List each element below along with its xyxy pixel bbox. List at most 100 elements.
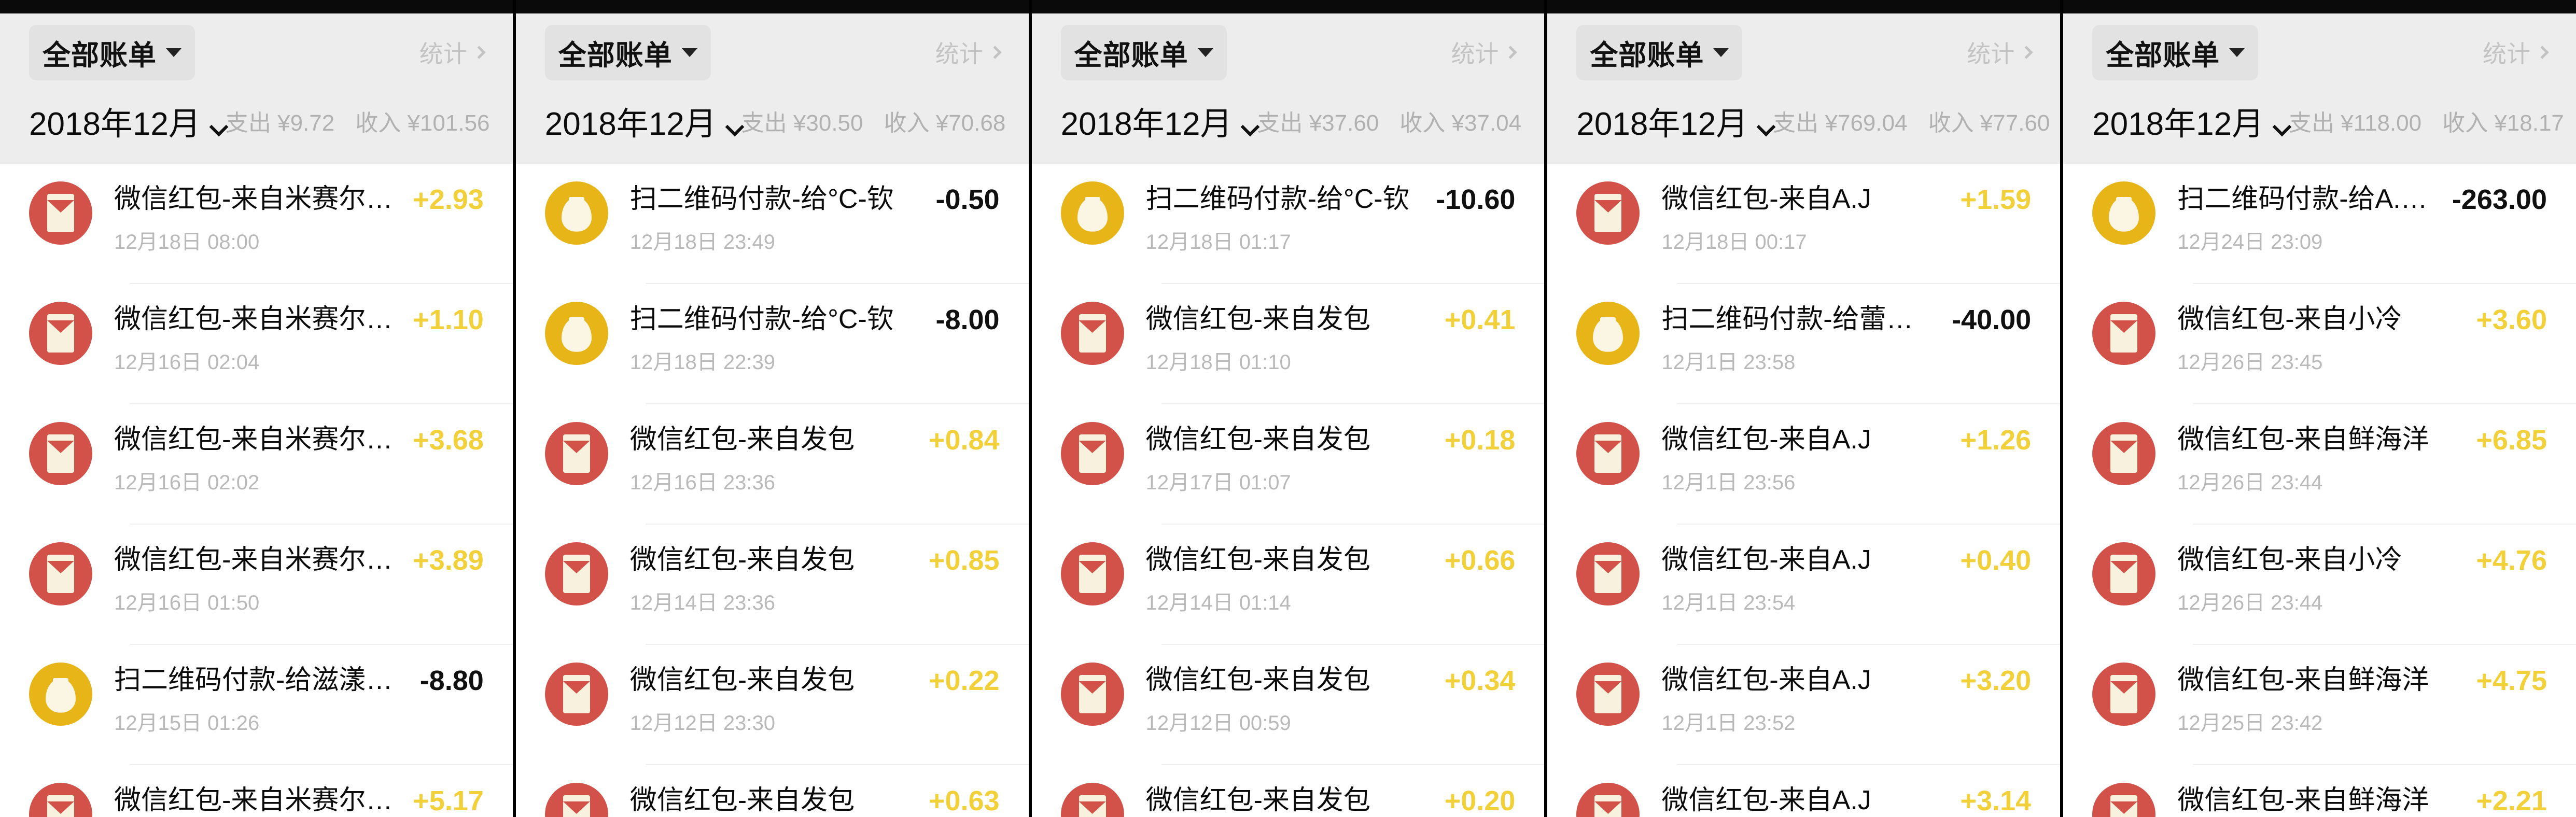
- transaction-amount: +3.60: [2476, 304, 2547, 335]
- header-top-row: 全部账单 统计: [29, 13, 486, 91]
- bill-header: 全部账单 统计 2018年12月 支出 ¥769.04 收入 ¥77.60: [1547, 13, 2061, 164]
- red-envelope-icon: [544, 422, 608, 485]
- month-selector[interactable]: 2018年12月: [1061, 97, 1260, 144]
- transaction-row[interactable]: 微信红包-来自A.J 12月1日 23:56 +1.26: [1547, 404, 2060, 525]
- transaction-list[interactable]: 微信红包-来自米赛尔12-... 12月18日 08:00 +2.93 微信红包…: [0, 164, 513, 817]
- transaction-row[interactable]: 微信红包-来自发包 12月11日 23:28 +0.63: [516, 765, 1029, 817]
- transaction-row[interactable]: 微信红包-来自发包 12月14日 23:36 +0.85: [516, 525, 1029, 645]
- transaction-list[interactable]: 扫二维码付款-给°C-钦 12月18日 23:49 -0.50 扫二维码付款-给…: [515, 164, 1029, 817]
- bill-filter-button[interactable]: 全部账单: [29, 24, 195, 80]
- transaction-row[interactable]: 微信红包-来自A.J 12月1日 23:54 +0.40: [1547, 525, 2060, 645]
- transaction-row[interactable]: 微信红包-来自发包 12月16日 23:36 +0.84: [516, 404, 1029, 525]
- transaction-row[interactable]: 微信红包-来自A.J 12月1日 23:50 +3.14: [1547, 765, 2060, 817]
- transaction-body: 微信红包-来自A.J 12月18日 00:17: [1661, 181, 1944, 255]
- expense-total: 支出 ¥118.00: [2289, 110, 2422, 136]
- month-selector[interactable]: 2018年12月: [1576, 97, 1776, 144]
- red-envelope-icon: [544, 783, 608, 817]
- transaction-body: 微信红包-来自发包 12月16日 23:36: [630, 422, 913, 495]
- statistics-link[interactable]: 统计: [419, 35, 486, 69]
- transaction-title: 微信红包-来自米赛尔12-...: [114, 785, 398, 815]
- transaction-row[interactable]: 微信红包-来自小冷 12月26日 23:45 +3.60: [2063, 284, 2576, 404]
- statistics-link[interactable]: 统计: [935, 35, 1002, 69]
- transaction-date: 12月24日 23:09: [2177, 231, 2323, 253]
- money-bag-icon: [1060, 181, 1124, 245]
- transaction-amount: +0.22: [928, 665, 1000, 696]
- money-bag-icon: [1576, 302, 1640, 365]
- transaction-title: 扫二维码付款-给°C-钦: [1145, 184, 1410, 214]
- transaction-title: 微信红包-来自A.J: [1661, 425, 1871, 455]
- status-bar: [1547, 0, 2061, 13]
- month-selector[interactable]: 2018年12月: [545, 97, 745, 144]
- transaction-title: 扫二维码付款-给A.🙂...: [2177, 184, 2437, 214]
- transaction-row[interactable]: 微信红包-来自米赛尔12-... 12月14日 23:58 +5.17: [0, 765, 513, 817]
- transaction-date: 12月18日 08:00: [114, 231, 260, 253]
- transaction-row[interactable]: 微信红包-来自鲜海洋 12月25日 23:42 +4.75: [2063, 645, 2576, 765]
- transaction-list[interactable]: 扫二维码付款-给A.🙂... 12月24日 23:09 -263.00 微信红包…: [2063, 164, 2576, 817]
- month-selector[interactable]: 2018年12月: [29, 97, 229, 144]
- month-label: 2018年12月: [1576, 106, 1748, 142]
- transaction-row[interactable]: 扫二维码付款-给°C-钦 12月18日 22:39 -8.00: [516, 284, 1029, 404]
- transaction-title: 微信红包-来自鲜海洋: [2177, 425, 2429, 455]
- red-envelope-icon: [2092, 663, 2156, 726]
- red-envelope-icon: [29, 783, 92, 817]
- status-bar: [515, 0, 1029, 13]
- transaction-amount: +0.40: [1960, 545, 2032, 576]
- transaction-amount: +0.63: [928, 785, 1000, 816]
- money-bag-icon: [544, 181, 608, 245]
- transaction-list[interactable]: 微信红包-来自A.J 12月18日 00:17 +1.59 扫二维码付款-给蕾蕾…: [1547, 164, 2061, 817]
- transaction-title: 微信红包-来自发包: [1145, 665, 1370, 695]
- transaction-date: 12月16日 02:04: [114, 351, 260, 374]
- transaction-row[interactable]: 微信红包-来自米赛尔12-... 12月18日 08:00 +2.93: [0, 164, 513, 284]
- transaction-row[interactable]: 微信红包-来自米赛尔12-... 12月16日 01:50 +3.89: [0, 525, 513, 645]
- statistics-link[interactable]: 统计: [1451, 35, 1518, 69]
- transaction-title: 微信红包-来自鲜海洋: [2177, 665, 2429, 695]
- header-top-row: 全部账单 统计: [544, 13, 1002, 91]
- transaction-row[interactable]: 微信红包-来自A.J 12月18日 00:17 +1.59: [1547, 164, 2060, 284]
- transaction-row[interactable]: 微信红包-来自发包 12月14日 01:14 +0.66: [1032, 525, 1545, 645]
- transaction-row[interactable]: 微信红包-来自发包 12月11日 00:20 +0.20: [1032, 765, 1545, 817]
- transaction-amount: -263.00: [2452, 184, 2547, 215]
- transaction-row[interactable]: 微信红包-来自米赛尔12-... 12月16日 02:02 +3.68: [0, 404, 513, 525]
- header-month-row: 2018年12月 支出 ¥30.50 收入 ¥70.68: [545, 91, 1006, 164]
- transaction-row[interactable]: 扫二维码付款-给°C-钦 12月18日 23:49 -0.50: [516, 164, 1029, 284]
- transaction-body: 扫二维码付款-给°C-钦 12月18日 22:39: [630, 302, 920, 375]
- transaction-body: 微信红包-来自鲜海洋 12月26日 23:44: [2177, 422, 2460, 495]
- transaction-body: 微信红包-来自发包 12月11日 23:28: [630, 783, 913, 817]
- month-selector[interactable]: 2018年12月: [2092, 97, 2292, 144]
- red-envelope-icon: [29, 302, 92, 365]
- statistics-link[interactable]: 统计: [2483, 35, 2549, 69]
- transaction-amount: +5.17: [413, 785, 484, 816]
- header-top-row: 全部账单 统计: [1060, 13, 1518, 91]
- statistics-label: 统计: [1451, 40, 1499, 67]
- transaction-row[interactable]: 微信红包-来自A.J 12月1日 23:52 +3.20: [1547, 645, 2060, 765]
- transaction-body: 微信红包-来自发包 12月11日 00:20: [1146, 783, 1429, 817]
- transaction-row[interactable]: 微信红包-来自发包 12月17日 01:07 +0.18: [1032, 404, 1545, 525]
- transaction-title: 微信红包-来自米赛尔12-...: [114, 304, 398, 334]
- transaction-row[interactable]: 微信红包-来自发包 12月12日 23:30 +0.22: [516, 645, 1029, 765]
- bill-filter-button[interactable]: 全部账单: [1576, 24, 1743, 80]
- transaction-date: 12月1日 23:52: [1661, 712, 1796, 735]
- transaction-row[interactable]: 扫二维码付款-给蕾蕾的... 12月1日 23:58 -40.00: [1547, 284, 2060, 404]
- transaction-row[interactable]: 微信红包-来自鲜海洋 12月26日 23:44 +6.85: [2063, 404, 2576, 525]
- transaction-row[interactable]: 扫二维码付款-给°C-钦 12月18日 01:17 -10.60: [1032, 164, 1545, 284]
- bill-filter-button[interactable]: 全部账单: [544, 24, 711, 80]
- transaction-row[interactable]: 微信红包-来自小冷 12月26日 23:44 +4.76: [2063, 525, 2576, 645]
- transaction-title: 微信红包-来自A.J: [1661, 665, 1871, 695]
- transaction-list[interactable]: 扫二维码付款-给°C-钦 12月18日 01:17 -10.60 微信红包-来自…: [1031, 164, 1545, 817]
- transaction-row[interactable]: 微信红包-来自发包 12月12日 00:59 +0.34: [1032, 645, 1545, 765]
- bill-filter-button[interactable]: 全部账单: [2092, 24, 2259, 80]
- expense-total: 支出 ¥9.72: [225, 110, 335, 136]
- transaction-row[interactable]: 扫二维码付款-给滋漾好... 12月15日 01:26 -8.80: [0, 645, 513, 765]
- transaction-date: 12月26日 23:44: [2177, 471, 2323, 494]
- bill-filter-button[interactable]: 全部账单: [1060, 24, 1227, 80]
- bill-header: 全部账单 统计 2018年12月 支出 ¥9.72 收入 ¥101.56: [0, 13, 513, 164]
- status-bar: [0, 0, 513, 13]
- transaction-row[interactable]: 微信红包-来自发包 12月18日 01:10 +0.41: [1032, 284, 1545, 404]
- red-envelope-icon: [29, 181, 92, 245]
- transaction-row[interactable]: 扫二维码付款-给A.🙂... 12月24日 23:09 -263.00: [2063, 164, 2576, 284]
- statistics-link[interactable]: 统计: [1967, 35, 2033, 69]
- transaction-title: 微信红包-来自A.J: [1661, 785, 1871, 815]
- transaction-row[interactable]: 微信红包-来自鲜海洋 12月25日 23:40 +2.21: [2063, 765, 2576, 817]
- chevron-right-icon: [2536, 46, 2549, 59]
- transaction-row[interactable]: 微信红包-来自米赛尔12-... 12月16日 02:04 +1.10: [0, 284, 513, 404]
